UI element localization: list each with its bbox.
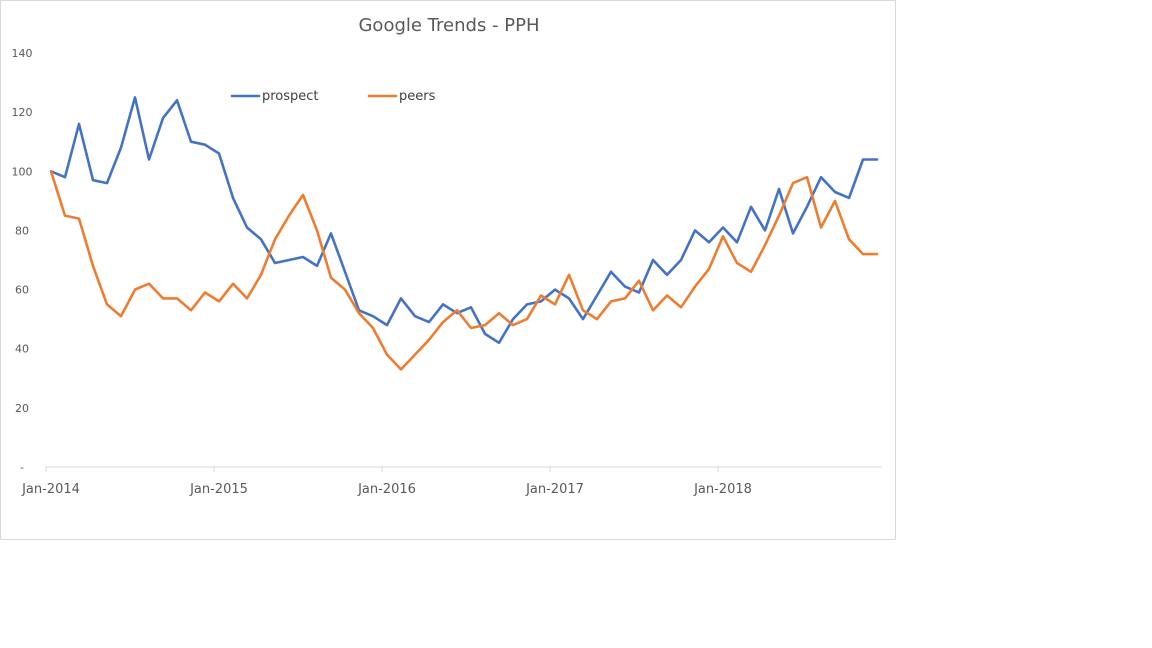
x-tick-label: Jan-2014: [21, 482, 80, 497]
x-tick-label: Jan-2017: [525, 482, 584, 497]
chart-frame: Google Trends - PPH - 20 40 60 80 100 120 140 J…: [0, 0, 896, 540]
y-tick-label: 40: [15, 343, 29, 356]
x-axis: Jan-2014 Jan-2015 Jan-2016 Jan-2017 Jan-2018: [21, 466, 882, 497]
chart-title: Google Trends - PPH: [358, 15, 539, 36]
y-tick-label: 120: [12, 106, 33, 119]
y-tick-label: -: [20, 461, 24, 474]
y-tick-label: 20: [15, 402, 29, 415]
y-axis-ticks: - 20 40 60 80 100 120 140: [12, 47, 33, 474]
y-tick-label: 80: [15, 224, 29, 237]
series-line-prospect: [49, 96, 879, 345]
series-line-peers: [49, 170, 879, 371]
legend-label-prospect: prospect: [262, 89, 319, 104]
x-tick-label: Jan-2018: [693, 482, 752, 497]
series-lines: [49, 96, 879, 371]
legend-label-peers: peers: [399, 89, 436, 104]
x-tick-label: Jan-2015: [189, 482, 248, 497]
legend: prospect peers: [230, 89, 436, 104]
line-chart: Google Trends - PPH - 20 40 60 80 100 120 140 J…: [12, 15, 882, 497]
x-tick-label: Jan-2016: [357, 482, 416, 497]
y-tick-label: 100: [12, 165, 33, 178]
y-tick-label: 60: [15, 284, 29, 297]
y-tick-label: 140: [12, 47, 33, 60]
